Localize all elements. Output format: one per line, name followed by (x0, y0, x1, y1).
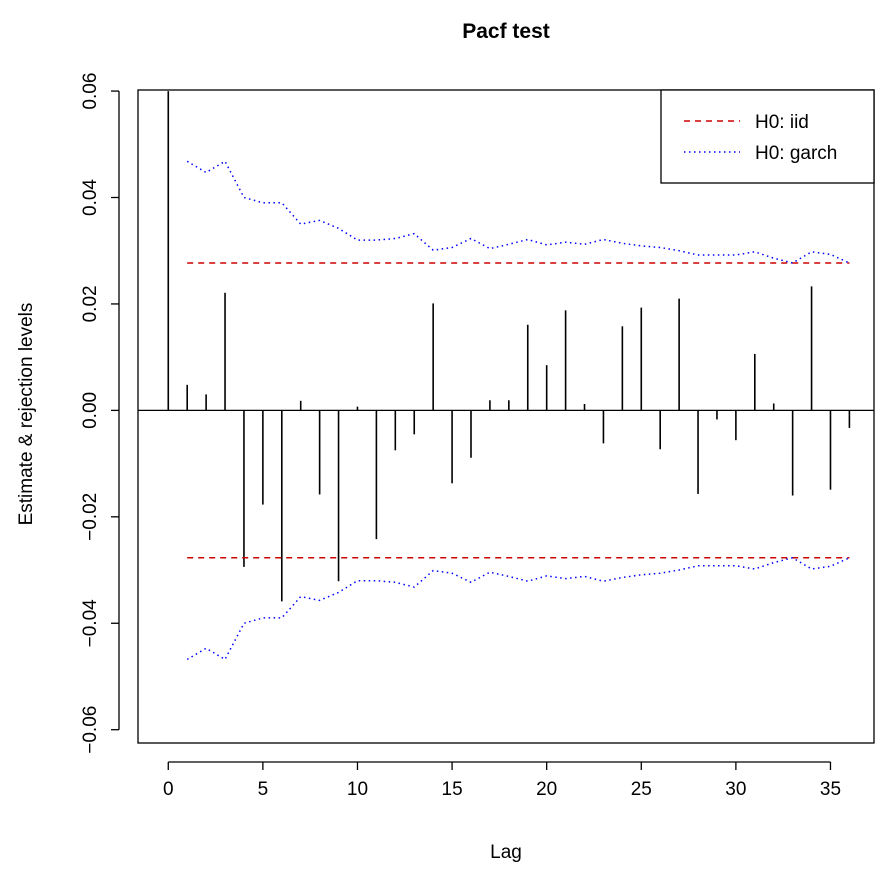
x-tick-label: 20 (536, 779, 557, 800)
legend-label-garch: H0: garch (755, 143, 837, 164)
legend-box (660, 89, 875, 184)
x-tick-label: 15 (442, 779, 463, 800)
x-tick-label: 30 (725, 779, 746, 800)
y-axis-label: Estimate & rejection levels (16, 303, 37, 526)
x-tick-label: 35 (820, 779, 841, 800)
y-tick-label: 0.02 (80, 285, 101, 322)
plot-frame (137, 89, 875, 744)
legend-label-iid: H0: iid (755, 112, 809, 133)
x-tick-label: 25 (631, 779, 652, 800)
y-tick-label: −0.04 (80, 599, 101, 648)
pacf-bars (138, 91, 874, 602)
garch-upper-band (186, 160, 850, 264)
y-tick-label: −0.02 (80, 493, 101, 541)
x-tick-label: 5 (258, 779, 269, 800)
axes: 0 5 10 15 20 25 30 35 −0.06 −0.04 −0.02 0.00 0.02 0.0… (80, 73, 841, 800)
legend: H0: iid H0: garch (660, 89, 875, 184)
chart-title: Pacf test (462, 20, 550, 43)
garch-lower-band (186, 556, 850, 661)
y-tick-label: 0.04 (80, 179, 101, 216)
y-tick-label: 0.00 (80, 392, 101, 429)
x-tick-label: 0 (163, 779, 174, 800)
rejection-bands (186, 160, 850, 661)
x-tick-label: 10 (347, 779, 368, 800)
y-tick-label: 0.06 (80, 73, 101, 110)
y-tick-label: −0.06 (80, 706, 101, 754)
x-axis-label: Lag (490, 842, 522, 863)
